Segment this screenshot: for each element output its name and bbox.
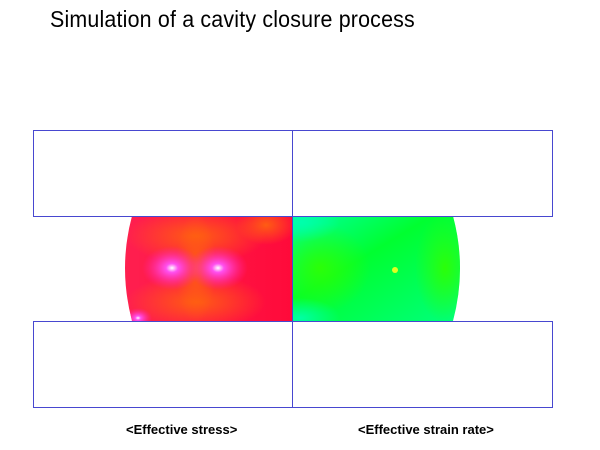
caption-effective-stress: <Effective stress> (126, 422, 238, 437)
effective-strain-rate-field (292, 216, 460, 321)
figure-title: Simulation of a cavity closure process (50, 6, 415, 32)
caption-effective-strain-rate: <Effective strain rate> (358, 422, 494, 437)
effective-stress-field (125, 216, 292, 321)
